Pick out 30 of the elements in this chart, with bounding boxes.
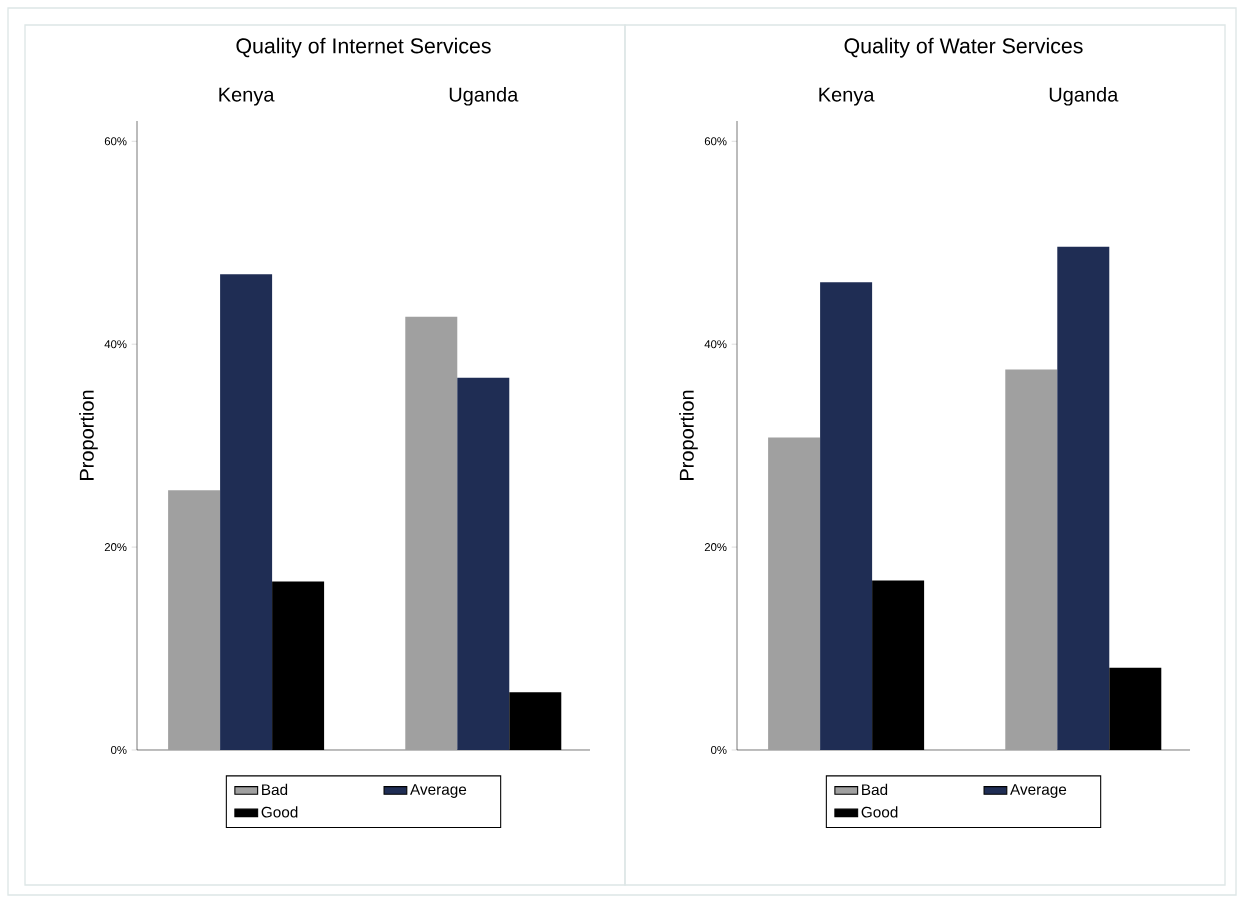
y-axis-title: Proportion [79,390,98,481]
y-tick-label: 40% [104,340,127,349]
legend-label: Average [410,784,467,798]
bar [1057,246,1110,750]
legend-label: Bad [862,783,888,796]
y-tick-label: 20% [704,543,727,552]
bar [168,490,221,750]
y-tick-label: 40% [704,340,727,349]
x-tick-label: Uganda [1049,86,1119,106]
y-tick-label: 0% [111,746,127,755]
y-tick-label: 0% [711,746,727,755]
chart-title: Quality of Internet Services [236,37,491,58]
y-axis-title: Proportion [679,390,698,481]
bar [220,274,273,750]
legend-label: Good [861,806,898,818]
legend-label: Average [1010,784,1067,798]
bar [768,437,821,750]
x-tick-label: Kenya [819,87,875,106]
chart-title: Quality of Water Services [844,37,1083,58]
y-tick-label: 60% [104,137,127,146]
x-tick-label: Kenya [219,87,275,106]
legend-label: Good [261,806,298,818]
bar [820,282,873,750]
y-tick-label: 20% [104,543,127,552]
x-tick-label: Uganda [449,86,519,106]
legend-label: Bad [262,783,288,796]
bar [457,377,510,750]
y-tick-label: 60% [704,137,727,146]
bar [1005,369,1058,750]
bar [405,316,458,750]
